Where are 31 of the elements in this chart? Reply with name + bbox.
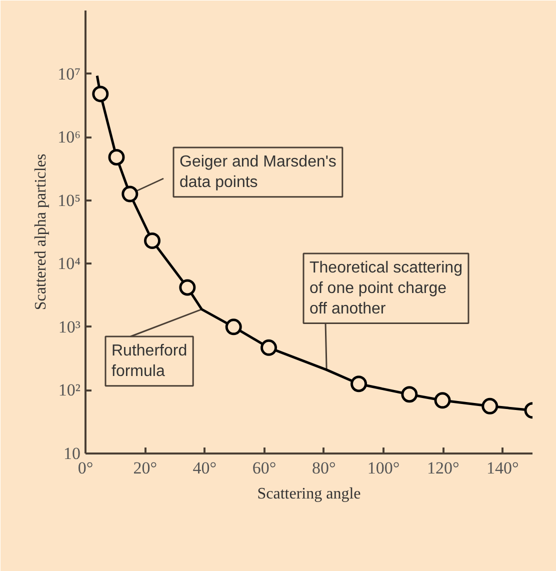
y-axis-title: Scattered alpha particles <box>32 154 50 310</box>
point <box>108 149 125 166</box>
x-tick-label: 60° <box>252 458 276 478</box>
point <box>225 318 242 336</box>
point <box>401 386 418 403</box>
x-tick-label: 100° <box>367 458 400 478</box>
x-tick-label: 20° <box>133 458 158 478</box>
point <box>434 392 451 409</box>
x-tick-label: 80° <box>312 458 336 478</box>
y-tick-label: 10⁴ <box>58 254 81 274</box>
x-tick-label: 40° <box>192 458 217 478</box>
y-tick-label: 10² <box>58 380 81 400</box>
annotation: Geiger and Marsden's data points <box>180 154 336 191</box>
y-tick-label: 10⁵ <box>58 190 81 210</box>
y-tick-label: 10³ <box>58 317 81 336</box>
x-tick-label: 0° <box>78 458 94 478</box>
point <box>122 186 138 202</box>
annotation: Rutherford formula <box>112 342 188 380</box>
annotation: Theoretical scattering of one point charge off another <box>310 260 462 318</box>
x-tick-label: 120° <box>426 458 460 478</box>
point <box>92 86 109 102</box>
y-tick-label: 10⁶ <box>58 128 81 147</box>
y-tick-label: 10 <box>64 444 80 463</box>
x-tick-label: 140° <box>486 458 519 478</box>
point <box>260 339 278 356</box>
point <box>179 279 196 296</box>
x-axis-title: Scattering angle <box>257 486 361 502</box>
point <box>144 232 160 249</box>
y-tick-label: 10⁷ <box>58 64 81 84</box>
point <box>482 398 498 414</box>
point <box>350 376 368 392</box>
